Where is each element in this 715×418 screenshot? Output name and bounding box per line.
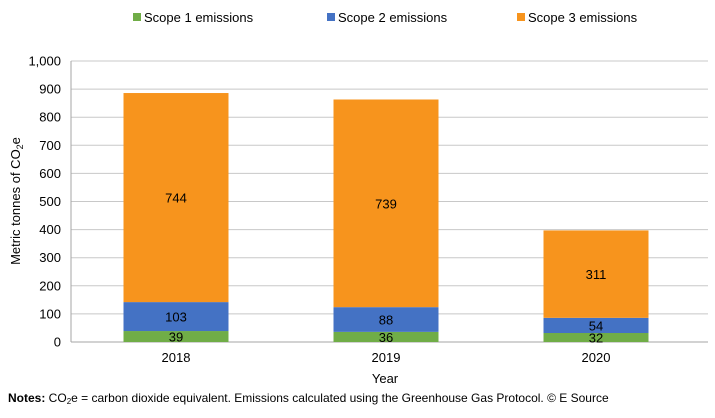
bar-segment <box>123 331 229 342</box>
y-tick-label: 1,000 <box>28 54 61 69</box>
data-label: 32 <box>589 331 603 346</box>
legend-label: Scope 1 emissions <box>144 10 254 25</box>
y-tick-label: 200 <box>39 278 61 293</box>
data-label: 739 <box>375 196 397 211</box>
y-tick-label: 800 <box>39 110 61 125</box>
notes-label: Notes: <box>8 391 46 405</box>
bar-segment <box>333 331 439 342</box>
data-label: 103 <box>165 310 187 325</box>
legend-swatch <box>327 13 335 21</box>
data-label: 39 <box>169 330 183 345</box>
data-label: 311 <box>586 267 607 282</box>
legend-swatch <box>133 13 141 21</box>
bar-segment <box>543 317 649 334</box>
legend-swatch <box>517 13 525 21</box>
bar-segment <box>543 230 649 318</box>
data-label: 744 <box>165 191 187 206</box>
x-tick-label: 2018 <box>162 350 191 365</box>
x-tick-label: 2019 <box>372 350 401 365</box>
notes-text: e = carbon dioxide equivalent. Emissions… <box>71 391 609 405</box>
legend-label: Scope 3 emissions <box>528 10 638 25</box>
bar-segment <box>123 302 229 332</box>
y-tick-label: 700 <box>39 138 61 153</box>
notes-co: CO <box>45 391 67 405</box>
data-label: 36 <box>379 330 393 345</box>
y-tick-label: 600 <box>39 166 61 181</box>
notes-sub: 2 <box>66 397 72 406</box>
data-label: 88 <box>379 313 393 328</box>
y-tick-label: 400 <box>39 222 61 237</box>
chart-notes: Notes: CO2e = carbon dioxide equivalent.… <box>8 391 609 406</box>
bar-segment <box>333 307 439 332</box>
y-tick-label: 0 <box>54 335 61 350</box>
legend-label: Scope 2 emissions <box>338 10 448 25</box>
y-tick-label: 900 <box>39 82 61 97</box>
y-tick-label: 100 <box>39 306 61 321</box>
y-tick-label: 300 <box>39 250 61 265</box>
y-axis-label: Metric tonnes of CO2e <box>8 137 25 265</box>
y-tick-label: 500 <box>39 194 61 209</box>
x-axis-label: Year <box>372 371 399 386</box>
x-tick-label: 2020 <box>582 350 611 365</box>
data-label: 54 <box>589 318 603 333</box>
bar-segment <box>123 93 229 303</box>
bar-segment <box>543 333 649 342</box>
bar-segment <box>333 99 439 308</box>
